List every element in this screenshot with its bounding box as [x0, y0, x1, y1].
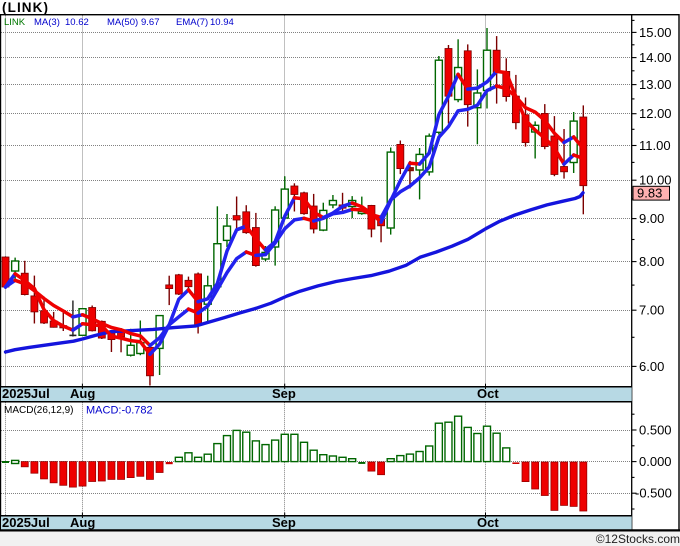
svg-text:9.00: 9.00 — [639, 211, 664, 226]
svg-text:2025Jul: 2025Jul — [2, 515, 50, 530]
svg-text:Sep: Sep — [272, 386, 296, 401]
svg-text:(LINK): (LINK) — [2, 0, 49, 15]
svg-text:0.500: 0.500 — [639, 423, 672, 438]
svg-text:8.00: 8.00 — [639, 254, 664, 269]
svg-text:-0.500: -0.500 — [635, 486, 672, 501]
svg-text:LINK: LINK — [4, 17, 26, 28]
svg-text:MA(3): MA(3) — [34, 17, 60, 28]
svg-text:13.00: 13.00 — [639, 77, 672, 92]
svg-text:MACD:-0.782: MACD:-0.782 — [86, 405, 153, 417]
svg-text:6.00: 6.00 — [639, 359, 664, 374]
svg-text:10.62: 10.62 — [65, 17, 89, 28]
svg-text:Oct: Oct — [477, 386, 499, 401]
svg-text:9.67: 9.67 — [141, 17, 160, 28]
svg-text:14.00: 14.00 — [639, 50, 672, 65]
svg-text:7.00: 7.00 — [639, 303, 664, 318]
svg-text:10.00: 10.00 — [639, 173, 672, 188]
svg-text:0.000: 0.000 — [639, 454, 672, 469]
svg-text:EMA(7): EMA(7) — [176, 17, 208, 28]
svg-text:15.00: 15.00 — [639, 25, 672, 40]
svg-text:MACD(26,12,9): MACD(26,12,9) — [4, 405, 73, 416]
svg-text:MA(50): MA(50) — [107, 17, 138, 28]
svg-text:2025Jul: 2025Jul — [2, 386, 50, 401]
svg-text:12.00: 12.00 — [639, 106, 672, 121]
svg-text:Aug: Aug — [70, 515, 95, 530]
svg-text:Oct: Oct — [477, 515, 499, 530]
svg-text:10.94: 10.94 — [210, 17, 234, 28]
svg-text:9.83: 9.83 — [637, 185, 662, 200]
svg-text:Aug: Aug — [70, 386, 95, 401]
svg-text:Sep: Sep — [272, 515, 296, 530]
svg-text:©12Stocks.com: ©12Stocks.com — [596, 532, 680, 546]
svg-text:11.00: 11.00 — [639, 138, 671, 153]
